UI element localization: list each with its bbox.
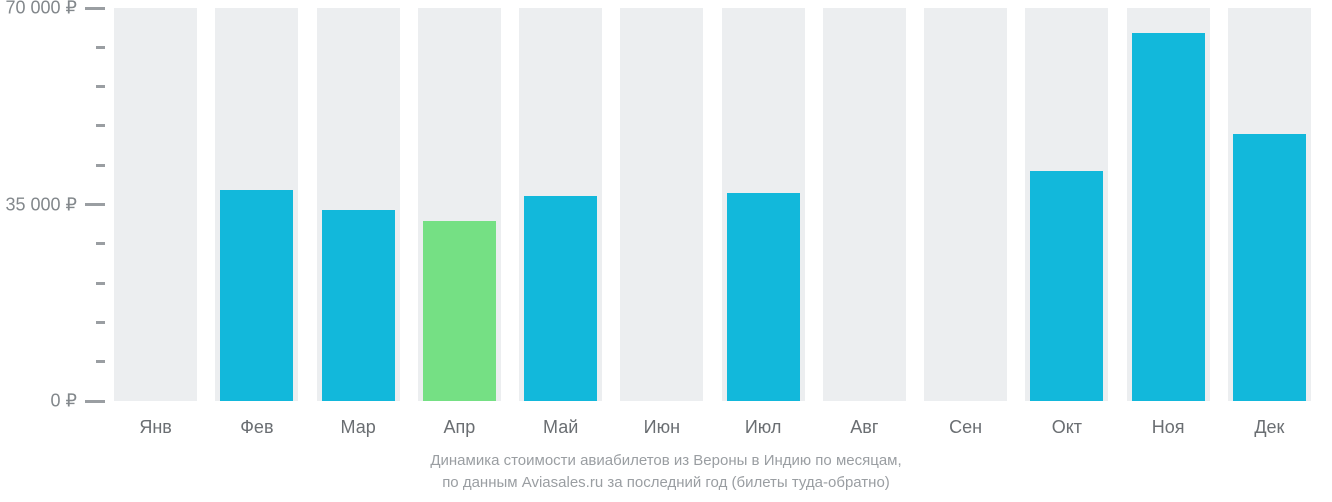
x-axis-label: Сен [949,417,982,438]
column-bg [823,8,906,401]
bar [1233,134,1306,401]
column-bg [620,8,703,401]
plot-area [105,8,1320,401]
x-axis-label: Фев [240,417,273,438]
y-tick-minor [96,282,105,285]
y-tick-minor [96,164,105,167]
x-axis-label: Янв [139,417,172,438]
y-tick-minor [96,46,105,49]
bar [1132,33,1205,401]
bar [322,210,395,401]
y-tick-minor [96,85,105,88]
y-tick-major [85,7,105,10]
y-tick-major [85,203,105,206]
y-axis: 0 ₽35 000 ₽70 000 ₽ [0,8,105,401]
y-axis-label: 70 000 ₽ [0,0,77,19]
x-axis-label: Июл [745,417,782,438]
price-chart: 0 ₽35 000 ₽70 000 ₽ ЯнвФевМарАпрМайИюнИю… [0,0,1332,502]
x-axis-label: Май [543,417,578,438]
chart-caption: Динамика стоимости авиабилетов из Вероны… [0,450,1332,494]
bar [220,190,293,401]
y-tick-minor [96,124,105,127]
x-axis-label: Июн [644,417,680,438]
x-axis-label: Окт [1052,417,1082,438]
column-bg [924,8,1007,401]
x-axis-label: Авг [850,417,878,438]
y-tick-major [85,400,105,403]
bar [423,221,496,401]
column-bg [114,8,197,401]
bar [727,193,800,401]
bar [524,196,597,401]
x-axis-label: Ноя [1152,417,1185,438]
y-tick-minor [96,321,105,324]
y-tick-minor [96,242,105,245]
x-axis-label: Дек [1254,417,1284,438]
x-axis-label: Апр [443,417,475,438]
y-tick-minor [96,360,105,363]
y-axis-label: 35 000 ₽ [0,194,77,215]
x-axis-label: Мар [341,417,376,438]
y-axis-label: 0 ₽ [0,391,77,412]
bar [1030,171,1103,401]
